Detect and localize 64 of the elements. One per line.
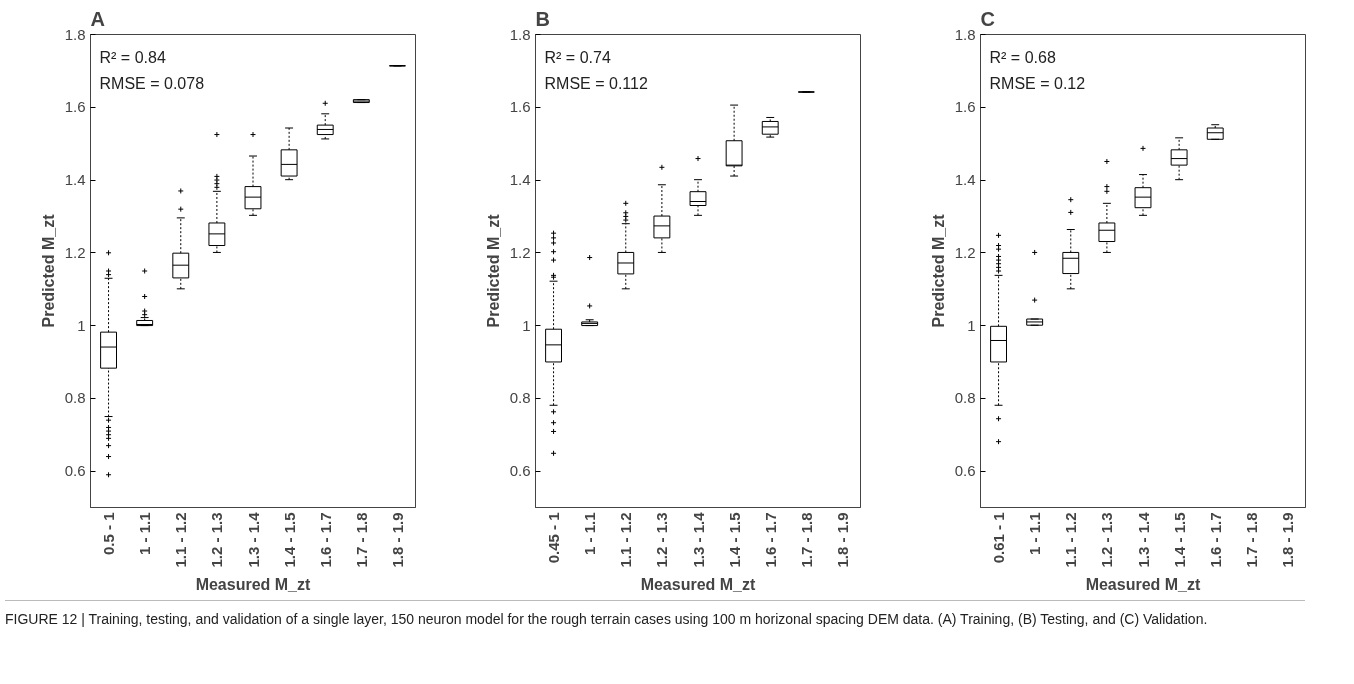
x-tick-label: 1 - 1.1	[136, 512, 154, 556]
chart-title: B	[535, 7, 550, 30]
x-tick-label: 0.45 - 1	[545, 512, 563, 564]
y-tick-label: 0.6	[954, 462, 976, 480]
y-tick-label: 1.8	[954, 25, 976, 43]
y-tick-label: 0.6	[509, 462, 531, 480]
annotation: RMSE = 0.078	[99, 74, 205, 92]
y-tick-label: 1.4	[509, 171, 531, 189]
x-tick-label: 1.8 - 1.9	[388, 512, 406, 568]
y-tick-label: 1.4	[64, 171, 86, 189]
y-tick-label: 1.6	[509, 98, 531, 116]
x-tick-label: 1.6 - 1.7	[761, 512, 779, 568]
x-tick-label: 1.3 - 1.4	[1134, 511, 1152, 568]
x-tick-label: 1.4 - 1.5	[1170, 512, 1188, 568]
x-tick-label: 0.61 - 1	[990, 512, 1008, 564]
x-tick-label: 1.1 - 1.2	[172, 512, 190, 568]
x-tick-label: 1.7 - 1.8	[1242, 512, 1260, 568]
y-tick-label: 1.8	[64, 25, 86, 43]
y-tick-label: 1.2	[64, 243, 86, 261]
annotation: R² = 0.84	[99, 48, 166, 66]
x-tick-label: 1.7 - 1.8	[352, 512, 370, 568]
x-axis-title: Measured M_zt	[1085, 575, 1202, 593]
annotation: R² = 0.68	[989, 48, 1056, 66]
x-tick-label: 1.6 - 1.7	[316, 512, 334, 568]
x-tick-label: 1.1 - 1.2	[617, 512, 635, 568]
y-tick-label: 0.8	[509, 389, 531, 407]
x-axis-title: Measured M_zt	[195, 575, 312, 593]
y-tick-label: 1.2	[954, 243, 976, 261]
x-tick-label: 1.2 - 1.3	[1098, 512, 1116, 568]
y-tick-label: 1	[522, 316, 531, 334]
chart-title: C	[980, 7, 995, 30]
y-tick-label: 1.4	[954, 171, 976, 189]
y-tick-label: 1	[77, 316, 86, 334]
y-tick-label: 1.8	[509, 25, 531, 43]
y-tick-label: 1	[967, 316, 976, 334]
y-axis-title: Predicted M_zt	[484, 213, 502, 328]
y-axis-title: Predicted M_zt	[929, 213, 947, 328]
x-tick-label: 1 - 1.1	[1026, 512, 1044, 556]
y-tick-label: 0.8	[64, 389, 86, 407]
x-tick-label: 1.8 - 1.9	[833, 512, 851, 568]
x-tick-label: 1.2 - 1.3	[208, 512, 226, 568]
caption: FIGURE 12 | Training, testing, and validation of a single layer, 150 neuron model for the rough terrain cases using 100 m horizonal spacing DEM data. (A) Training, (B) Testing, and (C) Validation.	[5, 610, 1208, 629]
x-tick-label: 1 - 1.1	[581, 512, 599, 556]
y-axis-title: Predicted M_zt	[39, 213, 57, 328]
x-tick-label: 1.4 - 1.5	[725, 512, 743, 568]
y-tick-label: 1.6	[64, 98, 86, 116]
x-tick-label: 0.5 - 1	[100, 512, 118, 556]
y-tick-label: 0.6	[64, 462, 86, 480]
y-tick-label: 0.8	[954, 389, 976, 407]
x-tick-label: 1.3 - 1.4	[689, 511, 707, 568]
x-tick-label: 1.2 - 1.3	[653, 512, 671, 568]
x-tick-label: 1.8 - 1.9	[1278, 512, 1296, 568]
y-tick-label: 1.6	[954, 98, 976, 116]
x-tick-label: 1.6 - 1.7	[1206, 512, 1224, 568]
x-tick-label: 1.7 - 1.8	[797, 512, 815, 568]
annotation: RMSE = 0.12	[989, 74, 1086, 92]
x-axis-title: Measured M_zt	[640, 575, 757, 593]
x-tick-label: 1.4 - 1.5	[280, 512, 298, 568]
x-tick-label: 1.3 - 1.4	[244, 511, 262, 568]
annotation: RMSE = 0.112	[544, 74, 648, 92]
x-tick-label: 1.1 - 1.2	[1062, 512, 1080, 568]
chart-title: A	[90, 7, 105, 30]
y-tick-label: 1.2	[509, 243, 531, 261]
annotation: R² = 0.74	[544, 48, 611, 66]
